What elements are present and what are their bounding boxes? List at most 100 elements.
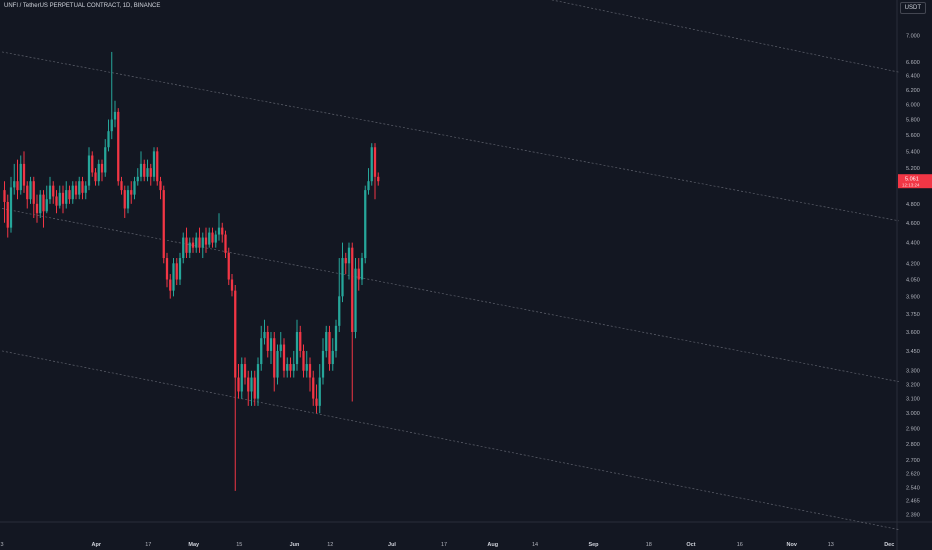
- candle-body: [373, 147, 377, 177]
- time-axis[interactable]: 3 Apr 17 May 15 Jun 12 Jul 17 Aug 14 Sep 18 Oct 16 Nov 1…: [0, 542, 894, 548]
- price-tick-label: 4.200: [906, 261, 920, 267]
- chart-title: UNFI / TetherUS PERPETUAL CONTRACT, 1D, …: [4, 3, 161, 9]
- candle-body: [143, 163, 146, 177]
- candle-body: [256, 364, 260, 399]
- candle-body: [214, 234, 217, 243]
- candle-body: [282, 344, 286, 371]
- time-tick-label: 17: [441, 542, 447, 548]
- candle-body: [3, 190, 6, 202]
- candle-body: [237, 377, 240, 392]
- candle-body: [146, 168, 149, 177]
- candle-body: [123, 190, 126, 209]
- price-tick-label: 3.900: [906, 294, 920, 300]
- price-tick-label: 7.000: [906, 34, 920, 40]
- candle-body: [269, 338, 273, 351]
- bar-countdown: 12:13:24: [902, 183, 920, 188]
- time-tick-label: 16: [737, 542, 743, 548]
- price-tick-label: 6.400: [906, 74, 920, 80]
- price-axis[interactable]: 7.000 6.600 6.400 6.200 6.000 5.800 5.600 5.400…: [906, 34, 920, 519]
- candle-body: [195, 237, 198, 248]
- candle-body: [341, 258, 344, 297]
- price-tick-label: 5.400: [906, 149, 920, 155]
- candle-body: [107, 131, 110, 148]
- price-tick-label: 3.750: [906, 312, 920, 318]
- candle-body: [84, 185, 87, 193]
- candle-body: [250, 377, 253, 392]
- candle-body: [334, 325, 338, 351]
- candle-body: [230, 279, 234, 291]
- last-price-badge: [898, 174, 932, 189]
- price-tick-label: 2.465: [906, 499, 920, 505]
- candle-body: [240, 364, 243, 392]
- candle-body: [136, 176, 139, 182]
- time-tick-label: Aug: [487, 542, 498, 548]
- candle-body: [325, 331, 328, 351]
- price-tick-label: 4.400: [906, 241, 920, 247]
- channel-line: [550, 0, 900, 73]
- time-tick-label: Dec: [884, 542, 894, 548]
- channel-lines: [1, 0, 900, 530]
- candle-body: [204, 237, 208, 245]
- time-tick-label: 18: [646, 542, 652, 548]
- candle-body: [273, 338, 276, 378]
- candle-body: [299, 331, 302, 351]
- price-tick-label: 2.700: [906, 458, 920, 464]
- candle-body: [117, 111, 120, 182]
- channel-line: [1, 51, 900, 222]
- candle-body: [104, 147, 107, 173]
- candle-body: [162, 190, 165, 259]
- candle-body: [172, 263, 175, 291]
- candle-body: [318, 377, 321, 406]
- candle-body: [221, 227, 224, 235]
- price-tick-label: 3.300: [906, 369, 920, 375]
- channel-line: [1, 350, 900, 530]
- candle-body: [159, 181, 162, 191]
- price-tick-label: 3.000: [906, 411, 920, 417]
- candle-body: [312, 377, 315, 399]
- candle-body: [198, 237, 201, 248]
- candle-body: [32, 181, 35, 204]
- candle-body: [120, 181, 123, 191]
- candle-body: [55, 196, 58, 206]
- time-tick-label: Jul: [388, 542, 396, 548]
- candle-body: [74, 185, 78, 195]
- candle-body: [351, 247, 354, 332]
- candle-body: [22, 163, 26, 186]
- time-tick-label: 15: [236, 542, 242, 548]
- currency-selector[interactable]: USDT: [899, 2, 926, 14]
- price-tick-label: 2.900: [906, 426, 920, 432]
- candle-body: [78, 181, 81, 195]
- candle-body: [156, 151, 159, 182]
- time-tick-label: Sep: [588, 542, 599, 548]
- candle-body: [321, 350, 325, 378]
- candle-body: [302, 350, 305, 371]
- candle-body: [234, 290, 237, 378]
- candle-body: [61, 192, 65, 204]
- candle-body: [347, 247, 351, 264]
- candle-body: [29, 181, 32, 200]
- candle-body: [126, 190, 130, 209]
- candle-body: [178, 258, 182, 280]
- time-tick-label: May: [188, 542, 200, 548]
- candle-body: [211, 232, 214, 243]
- price-tick-label: 2.620: [906, 472, 920, 478]
- time-tick-label: 14: [532, 542, 538, 548]
- candle-body: [182, 237, 185, 259]
- candle-body: [354, 268, 357, 332]
- candle-body: [253, 377, 256, 399]
- candle-body: [16, 181, 19, 191]
- time-tick-label: 17: [145, 542, 151, 548]
- candle-body: [201, 237, 204, 248]
- candle-body: [71, 185, 74, 200]
- candle-body: [295, 331, 299, 365]
- candle-body: [165, 258, 169, 280]
- price-tick-label: 6.200: [906, 88, 920, 94]
- candle-body: [247, 377, 250, 392]
- time-tick-label: Nov: [787, 542, 798, 548]
- candle-body: [243, 364, 247, 378]
- candle-body: [26, 185, 29, 200]
- time-tick-label: Apr: [92, 542, 102, 548]
- candle-body: [139, 163, 143, 177]
